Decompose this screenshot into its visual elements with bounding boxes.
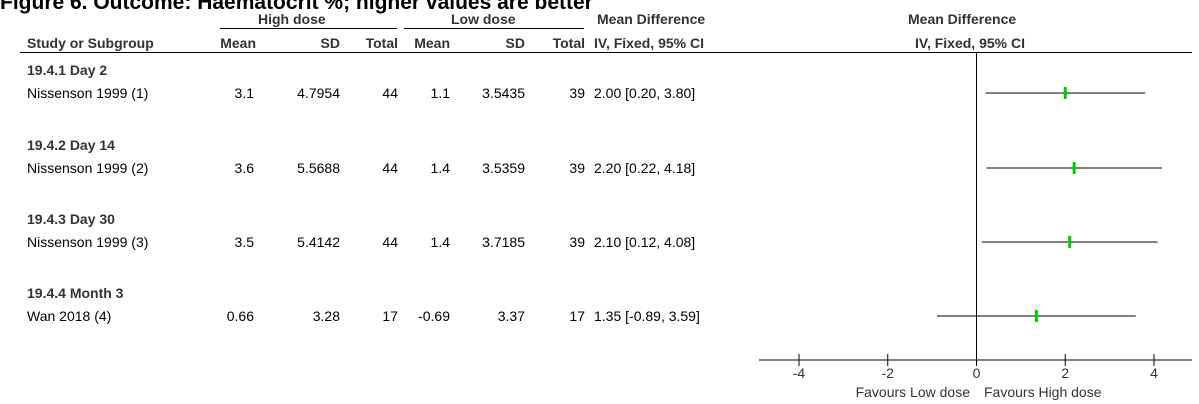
mean-high: 3.1	[234, 85, 254, 101]
x-tick-label: 2	[1061, 365, 1069, 381]
low-dose-rule	[404, 28, 584, 29]
x-tick-label: -2	[882, 365, 895, 381]
study-name: Nissenson 1999 (1)	[27, 85, 149, 101]
point-estimate	[1063, 87, 1067, 99]
sd-high: 5.4142	[297, 234, 340, 250]
plot-header-mean-difference: Mean Difference	[908, 11, 1017, 27]
sd-low: 3.37	[497, 308, 525, 324]
sd-low: 3.5359	[482, 160, 525, 176]
ci-value: 2.10 [0.12, 4.08]	[594, 234, 696, 250]
sd-high: 4.7954	[297, 85, 340, 101]
subgroup-label: 19.4.3 Day 30	[27, 211, 115, 227]
high-dose-rule	[220, 28, 397, 29]
point-estimate	[1068, 236, 1072, 248]
sd-high: 3.28	[312, 308, 340, 324]
study-name: Nissenson 1999 (3)	[27, 234, 149, 250]
col-sd-low: SD	[505, 35, 525, 51]
total-high: 44	[382, 160, 398, 176]
point-estimate	[1072, 162, 1076, 174]
mean-low: -0.69	[418, 308, 450, 324]
total-high: 44	[382, 85, 398, 101]
col-total-high: Total	[365, 35, 398, 51]
favours-left-label: Favours Low dose	[856, 384, 971, 400]
col-ci: IV, Fixed, 95% CI	[594, 35, 704, 51]
ci-value: 1.35 [-0.89, 3.59]	[594, 308, 700, 324]
subgroup-label: 19.4.2 Day 14	[27, 137, 115, 153]
mean-high: 3.5	[234, 234, 254, 250]
header-rule	[20, 52, 1192, 53]
mean-low: 1.4	[430, 234, 450, 250]
col-study: Study or Subgroup	[27, 35, 154, 51]
subgroup-label: 19.4.1 Day 2	[27, 62, 108, 78]
ci-value: 2.00 [0.20, 3.80]	[594, 85, 696, 101]
study-name: Wan 2018 (4)	[27, 308, 112, 324]
sd-low: 3.5435	[482, 85, 525, 101]
mean-high: 3.6	[234, 160, 254, 176]
x-tick-label: -4	[793, 365, 806, 381]
favours-right-label: Favours High dose	[984, 384, 1102, 400]
plot-col-ci: IV, Fixed, 95% CI	[915, 35, 1025, 51]
mean-high: 0.66	[226, 308, 254, 324]
col-mean-high: Mean	[220, 35, 256, 51]
subgroup-label: 19.4.4 Month 3	[27, 285, 124, 301]
group-header-mean-difference: Mean Difference	[597, 11, 706, 27]
total-low: 17	[569, 308, 585, 324]
sd-low: 3.7185	[482, 234, 525, 250]
x-tick-label: 0	[973, 365, 981, 381]
group-header-low-dose: Low dose	[451, 11, 516, 27]
col-mean-low: Mean	[414, 35, 450, 51]
figure-title: Figure 6. Outcome: Haematocrit %; higher…	[0, 0, 593, 14]
total-low: 39	[569, 234, 585, 250]
group-header-high-dose: High dose	[258, 11, 326, 27]
total-high: 17	[382, 308, 398, 324]
col-total-low: Total	[552, 35, 585, 51]
mean-low: 1.4	[430, 160, 450, 176]
col-sd-high: SD	[320, 35, 340, 51]
x-tick-label: 4	[1150, 365, 1158, 381]
study-name: Nissenson 1999 (2)	[27, 160, 149, 176]
total-low: 39	[569, 85, 585, 101]
sd-high: 5.5688	[297, 160, 340, 176]
total-low: 39	[569, 160, 585, 176]
mean-low: 1.1	[430, 85, 450, 101]
total-high: 44	[382, 234, 398, 250]
ci-value: 2.20 [0.22, 4.18]	[594, 160, 696, 176]
point-estimate	[1034, 310, 1038, 322]
